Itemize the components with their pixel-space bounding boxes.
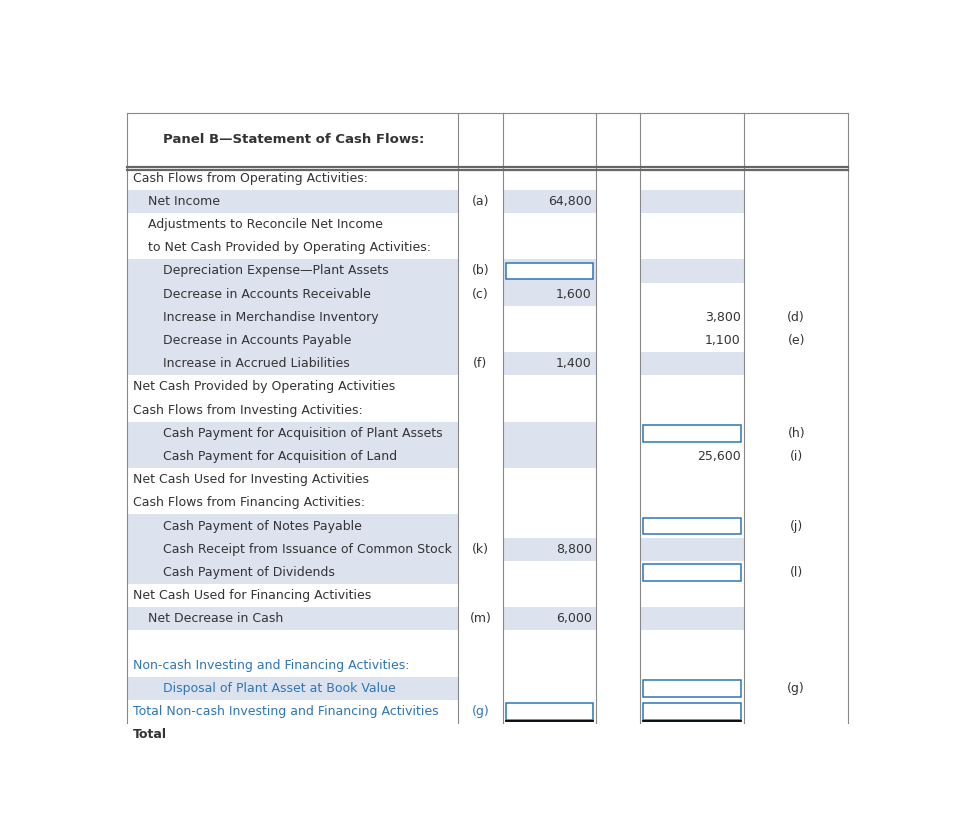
Text: (d): (d) (787, 311, 806, 324)
Text: (m): (m) (469, 612, 491, 625)
Bar (641, 260, 744, 282)
Bar (128, 329, 458, 352)
Bar (643, 703, 741, 720)
Text: (a): (a) (472, 195, 489, 208)
Text: (h): (h) (787, 427, 805, 440)
Text: Net Income: Net Income (148, 195, 221, 208)
Text: Net Cash Used for Investing Activities: Net Cash Used for Investing Activities (133, 473, 369, 486)
Text: Total Non-cash Investing and Financing Activities: Total Non-cash Investing and Financing A… (133, 705, 439, 718)
Bar (128, 445, 458, 468)
Bar (643, 726, 741, 743)
Bar (503, 260, 596, 282)
Text: (g): (g) (787, 682, 806, 695)
Bar (505, 703, 593, 720)
Text: (g): (g) (472, 705, 489, 718)
Bar (503, 607, 596, 631)
Bar (128, 422, 458, 445)
Bar (503, 282, 596, 306)
Text: 3,800: 3,800 (705, 311, 740, 324)
Text: Adjustments to Reconcile Net Income: Adjustments to Reconcile Net Income (148, 218, 383, 231)
Text: Depreciation Expense—Plant Assets: Depreciation Expense—Plant Assets (163, 265, 388, 278)
Text: Decrease in Accounts Receivable: Decrease in Accounts Receivable (163, 287, 371, 300)
Bar (503, 538, 596, 561)
Bar (503, 352, 596, 375)
Text: Total: Total (133, 729, 167, 742)
Text: Decrease in Accounts Payable: Decrease in Accounts Payable (163, 334, 351, 347)
Text: 64,800: 64,800 (549, 195, 592, 208)
Text: Net Cash Used for Financing Activities: Net Cash Used for Financing Activities (133, 589, 371, 602)
Bar (128, 607, 458, 631)
Bar (503, 445, 596, 468)
Bar (643, 564, 741, 581)
Text: 1,400: 1,400 (556, 357, 592, 370)
Text: Increase in Accrued Liabilities: Increase in Accrued Liabilities (163, 357, 350, 370)
Bar (128, 306, 458, 329)
Bar (128, 282, 458, 306)
Bar (505, 726, 593, 743)
Text: (k): (k) (472, 543, 489, 556)
Text: 8,800: 8,800 (556, 543, 592, 556)
Text: Cash Payment for Acquisition of Plant Assets: Cash Payment for Acquisition of Plant As… (163, 427, 443, 440)
Bar (128, 561, 458, 584)
Text: Cash Flows from Financing Activities:: Cash Flows from Financing Activities: (133, 497, 365, 510)
Text: Cash Payment of Notes Payable: Cash Payment of Notes Payable (163, 519, 362, 532)
Text: Net Cash Provided by Operating Activities: Net Cash Provided by Operating Activitie… (133, 380, 395, 393)
Text: (c): (c) (472, 287, 489, 300)
Bar (128, 514, 458, 538)
Text: Net Decrease in Cash: Net Decrease in Cash (148, 612, 283, 625)
Text: Cash Receipt from Issuance of Common Stock: Cash Receipt from Issuance of Common Sto… (163, 543, 452, 556)
Bar (641, 352, 744, 375)
Text: to Net Cash Provided by Operating Activities:: to Net Cash Provided by Operating Activi… (148, 241, 432, 254)
Text: Disposal of Plant Asset at Book Value: Disposal of Plant Asset at Book Value (163, 682, 396, 695)
Bar (643, 680, 741, 697)
Bar (128, 676, 458, 700)
Bar (643, 425, 741, 442)
Bar (128, 352, 458, 375)
Text: Non-cash Investing and Financing Activities:: Non-cash Investing and Financing Activit… (133, 659, 409, 672)
Text: Cash Flows from Operating Activities:: Cash Flows from Operating Activities: (133, 172, 368, 185)
Bar (128, 260, 458, 282)
Bar (643, 518, 741, 535)
Text: 1,600: 1,600 (556, 287, 592, 300)
Text: 25,600: 25,600 (697, 450, 740, 463)
Text: (i): (i) (789, 450, 803, 463)
Bar (503, 190, 596, 213)
Bar (641, 538, 744, 561)
Text: Cash Payment of Dividends: Cash Payment of Dividends (163, 566, 335, 579)
Text: Cash Flows from Investing Activities:: Cash Flows from Investing Activities: (133, 404, 363, 417)
Text: 6,000: 6,000 (556, 612, 592, 625)
Bar (128, 190, 458, 213)
Text: Increase in Merchandise Inventory: Increase in Merchandise Inventory (163, 311, 379, 324)
Text: Cash Payment for Acquisition of Land: Cash Payment for Acquisition of Land (163, 450, 397, 463)
Text: 1,100: 1,100 (705, 334, 740, 347)
Bar (641, 607, 744, 631)
Text: Panel B—Statement of Cash Flows:: Panel B—Statement of Cash Flows: (163, 133, 424, 147)
Bar (641, 190, 744, 213)
Text: (f): (f) (473, 357, 487, 370)
Text: (l): (l) (789, 566, 803, 579)
Bar (128, 538, 458, 561)
Bar (505, 263, 593, 279)
Text: (e): (e) (787, 334, 805, 347)
Text: (j): (j) (789, 519, 803, 532)
Text: (b): (b) (472, 265, 489, 278)
Bar (503, 422, 596, 445)
